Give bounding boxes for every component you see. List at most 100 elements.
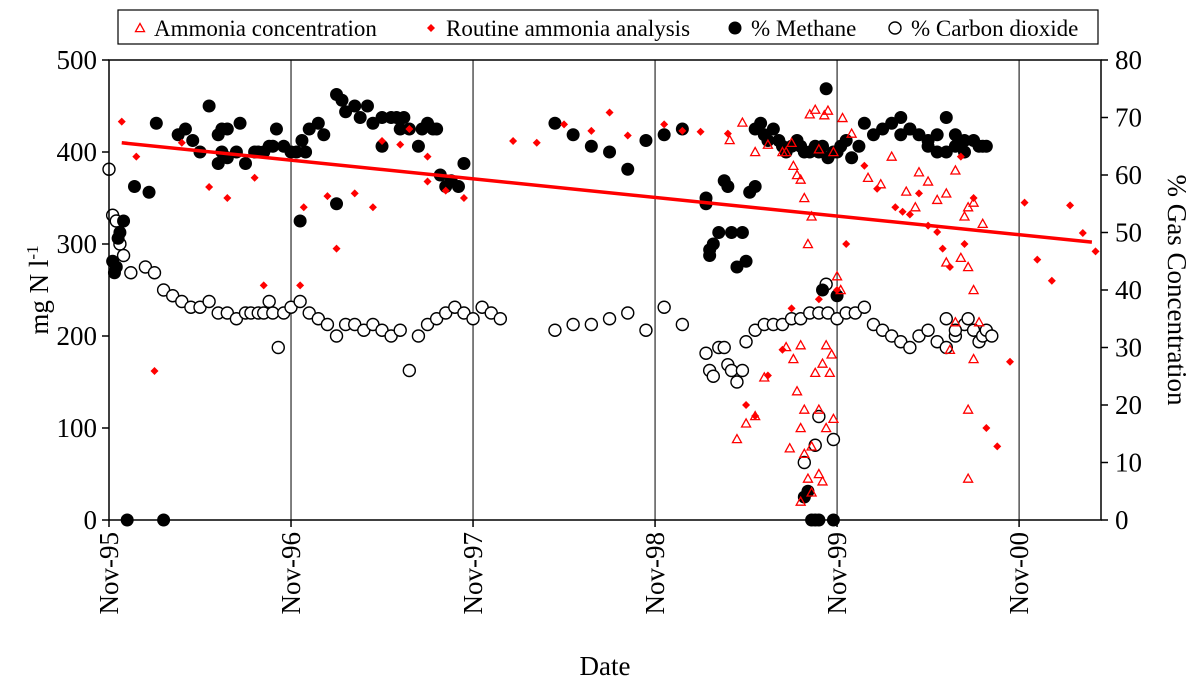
data-point [723,129,732,138]
data-point [948,323,963,337]
data-point [930,128,944,142]
data-point [699,346,713,360]
data-point [820,422,832,433]
data-point [739,254,753,268]
data-point [405,125,414,133]
data-point [857,116,871,130]
legend-label: Ammonia concentration [154,16,377,41]
data-point [939,312,953,326]
data-point [826,348,838,359]
data-point [791,385,803,396]
data-point [721,180,735,193]
data-point [639,323,653,337]
data-point [969,194,978,202]
y-left-axis-title-main: mg N l [24,260,54,335]
data-point [320,317,335,332]
data-point [696,127,705,136]
y-right-tick-label: 0 [1115,505,1129,535]
data-point [605,108,614,117]
data-point [299,145,313,159]
data-point [891,203,900,212]
data-point [982,424,991,432]
data-point [940,187,952,198]
data-point [827,146,840,157]
data-point [587,126,596,135]
data-point [451,180,465,193]
data-point [266,306,280,320]
data-point [396,140,405,149]
data-point [909,201,921,212]
legend-marker [728,21,742,35]
data-point [259,281,268,290]
legend-marker [134,22,146,33]
data-point [785,136,798,148]
data-point [905,210,914,219]
data-point [798,447,810,459]
data-point [360,99,374,113]
data-point [805,210,818,221]
data-point [993,442,1002,451]
legend-box [117,9,1099,45]
y-right-axis-title: % Gas Concentration [1162,175,1192,406]
data-point [749,146,761,157]
data-point [393,323,407,337]
data-point [725,226,739,239]
data-point [127,180,141,193]
data-point [860,161,869,170]
data-point [262,294,276,309]
data-point [826,432,841,447]
data-point [931,194,943,205]
data-point [623,131,632,140]
legend-label: % Carbon dioxide [911,16,1078,41]
data-point [735,226,749,239]
data-point [293,294,307,309]
data-point [202,294,216,309]
data-point [220,122,234,136]
data-point [739,335,753,349]
x-tick-label: Nov-95 [94,532,124,615]
data-point [873,184,882,193]
data-point [109,260,123,274]
data-point [930,145,944,159]
data-point [802,472,814,483]
data-point [584,139,598,153]
data-point [706,369,721,383]
data-point [584,317,599,332]
y-left-tick-label: 100 [57,413,98,443]
data-point [822,104,834,115]
data-point [898,207,907,216]
data-point [955,251,967,263]
data-point [862,171,874,183]
data-point [830,289,844,303]
y-left-tick-label: 200 [57,321,98,351]
data-point [845,151,859,165]
y-left-tick-label: 400 [57,137,98,167]
data-point [378,136,387,145]
data-point [621,162,635,176]
data-point [938,244,947,253]
data-point [186,134,200,147]
data-point [603,145,617,159]
data-point [813,143,825,154]
axes: Nov-95 Nov-96 Nov-97 Nov-98 Nov-99 Nov-000100… [57,45,1143,615]
data-point [657,128,671,142]
data-point [149,116,163,130]
data-point [532,138,541,147]
y-right-tick-label: 70 [1115,103,1142,133]
data-point [411,329,426,343]
data-point [660,120,669,129]
data-point [780,146,792,157]
data-point [202,99,216,113]
data-point [375,111,389,124]
data-point [150,366,159,375]
data-point [147,266,162,280]
data-point [466,312,480,326]
data-point [960,240,969,248]
data-point [1091,247,1100,256]
data-point [805,486,818,497]
y-right-tick-label: 50 [1115,218,1142,248]
data-point [675,317,690,332]
data-point [423,177,432,186]
data-point [116,248,131,263]
data-point [742,401,751,409]
